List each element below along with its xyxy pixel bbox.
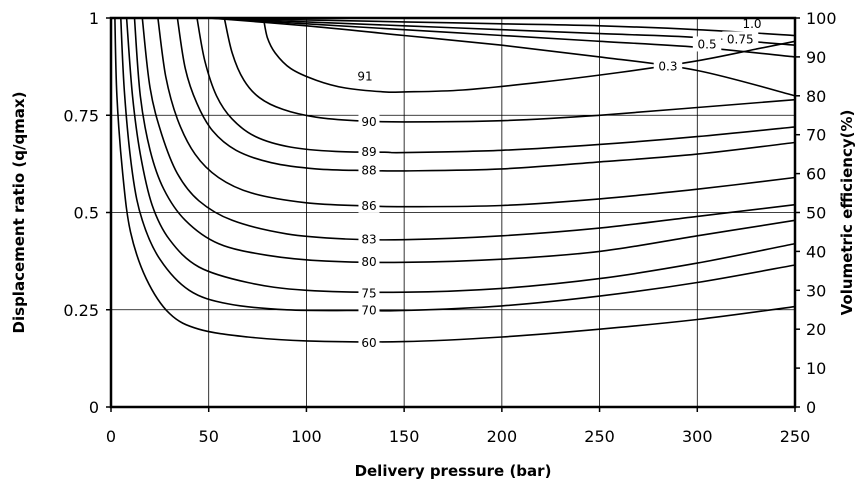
series-line-1.0 (208, 17, 796, 37)
x-tick-label: 150 (389, 427, 420, 446)
x-tick-label: 250 (584, 427, 615, 446)
y-right-tick-label: 40 (806, 242, 826, 261)
series-label-60: 60 (361, 336, 376, 350)
x-tick-label: 200 (487, 427, 518, 446)
x-tick-label: 300 (682, 427, 713, 446)
y-left-tick-label: 0.25 (63, 301, 99, 320)
series-label-91: 91 (357, 69, 372, 83)
series-label-0.5: 0.5 (698, 37, 717, 51)
series-line-91 (262, 17, 796, 94)
x-tick-label: 100 (291, 427, 322, 446)
y-left-tick-label: 0.5 (74, 204, 99, 223)
x-tick-label: 50 (199, 427, 219, 446)
series-line-83 (141, 17, 796, 241)
series-label-0.3: 0.3 (658, 60, 677, 74)
x-axis-title: Delivery pressure (bar) (355, 462, 552, 480)
series-label-90: 90 (361, 115, 376, 129)
series-label-bg (358, 197, 380, 213)
series-label-bg (653, 58, 683, 74)
y-right-tick-label: 50 (806, 204, 826, 223)
series-line-86 (157, 17, 796, 208)
y-right-tick-label: 60 (806, 165, 826, 184)
series-line-80 (133, 17, 796, 264)
series-label-bg (354, 68, 376, 84)
y-right-tick-label: 30 (806, 281, 826, 300)
series-label-bg (358, 302, 380, 318)
x-tick-label: 250 (780, 427, 811, 446)
series-label-bg (358, 113, 380, 129)
series-line-60 (114, 17, 796, 343)
y-right-tick-label: 10 (806, 359, 826, 378)
series-label-bg (358, 162, 380, 178)
series-label-0.75: 0.75 (727, 32, 754, 46)
y-left-axis-title: Displacement ratio (q/qmax) (10, 92, 28, 334)
series-label-89: 89 (361, 145, 376, 159)
series-label-bg (358, 334, 380, 350)
series-line-75 (125, 17, 796, 294)
series-label-80: 80 (361, 255, 376, 269)
y-right-tick-label: 80 (806, 87, 826, 106)
y-right-tick-label: 0 (806, 398, 816, 417)
series-label-70: 70 (361, 304, 376, 318)
y-left-tick-label: 0 (89, 398, 99, 417)
series-label-75: 75 (361, 286, 376, 300)
y-right-axis-title: Volumetric efficiency(%) (838, 110, 856, 316)
y-right-tick-label: 100 (806, 9, 837, 28)
axis-ticks: 0 50 100 150 200 250 300 25000.250.50.751010203… (63, 9, 836, 446)
curve-labels: 60 70 75 80 83 86 88 89 90 91 0.3 0.5 0.751.0 (354, 15, 767, 350)
series-line-89 (196, 17, 796, 154)
y-right-tick-label: 70 (806, 126, 826, 145)
series-line-70 (120, 17, 796, 312)
series-line-0.3 (208, 17, 796, 97)
grid (111, 18, 795, 407)
y-left-tick-label: 0.75 (63, 106, 99, 125)
series-line-90 (223, 17, 796, 123)
series-label-bg (722, 31, 759, 47)
series-label-bg (358, 231, 380, 247)
series-label-bg (737, 15, 767, 31)
series-line-88 (176, 17, 796, 172)
series-label-bg (358, 144, 380, 160)
series-label-88: 88 (361, 163, 376, 177)
series-label-86: 86 (361, 199, 376, 213)
series-label-bg (358, 253, 380, 269)
series-label-83: 83 (361, 233, 376, 247)
y-right-tick-label: 90 (806, 48, 826, 67)
series-label-bg (692, 36, 722, 52)
y-left-tick-label: 1 (89, 9, 99, 28)
curves (114, 17, 796, 343)
x-tick-label: 0 (106, 427, 116, 446)
series-label-1.0: 1.0 (742, 17, 761, 31)
y-right-tick-label: 20 (806, 320, 826, 339)
series-label-bg (358, 285, 380, 301)
